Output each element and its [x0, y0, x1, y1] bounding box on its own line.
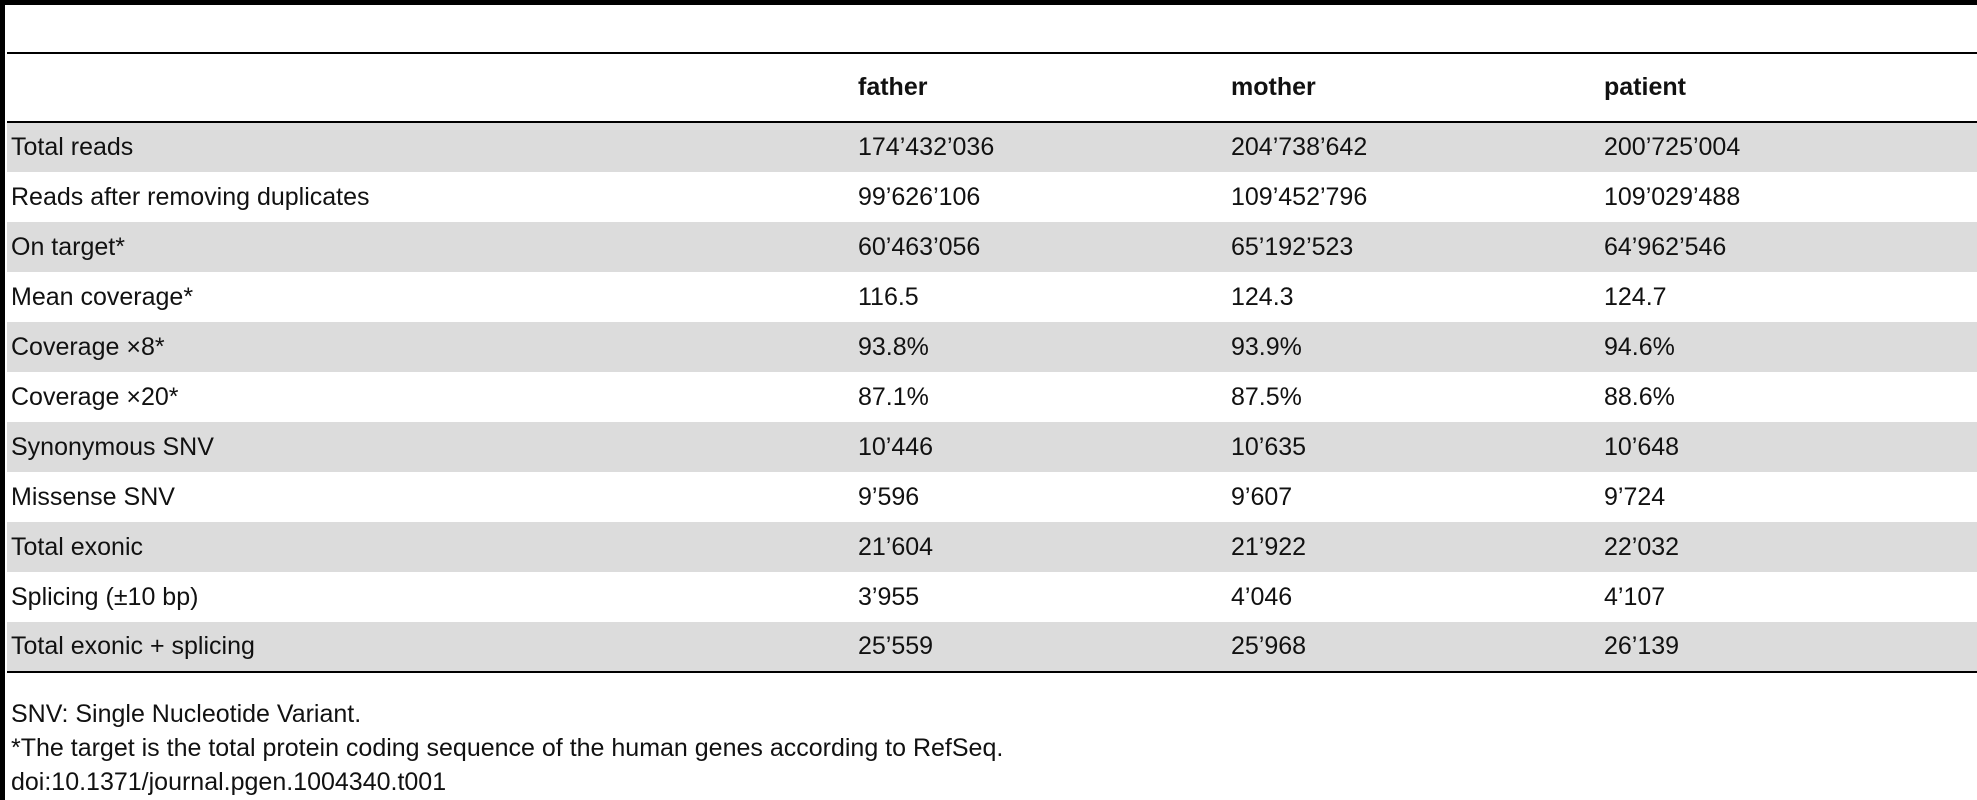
header-cell-patient: patient	[1600, 52, 1977, 123]
cell-father: 9’596	[858, 482, 920, 511]
footnote-abbreviation: SNV: Single Nucleotide Variant.	[11, 700, 362, 728]
row-label: Total exonic + splicing	[7, 622, 854, 673]
row-label: Synonymous SNV	[7, 422, 854, 472]
header-cell-father: father	[854, 52, 1227, 123]
cell-patient: 88.6%	[1604, 382, 1675, 411]
cell-father: 99’626’106	[858, 182, 981, 211]
cell-mother: 87.5%	[1231, 382, 1302, 411]
row-label: Mean coverage*	[11, 282, 194, 311]
row-label: Reads after removing duplicates	[11, 182, 370, 211]
table-row: Total exonic 21’604 21’922 22’032	[7, 522, 1977, 572]
header-cell-label	[7, 52, 854, 123]
cell-father: 21’604	[854, 522, 1227, 572]
cell-patient: 124.7	[1604, 282, 1667, 311]
table-row: Coverage ×8* 93.8% 93.9% 94.6%	[7, 322, 1977, 372]
cell-father: 25’559	[854, 622, 1227, 673]
cell-father: 10’446	[854, 422, 1227, 472]
cell-mother: 109’452’796	[1231, 182, 1368, 211]
row-label: Total exonic	[7, 522, 854, 572]
sequencing-stats-table: father mother patient Total reads 174’43…	[7, 52, 1977, 673]
table-row: Total exonic + splicing 25’559 25’968 26…	[7, 622, 1977, 673]
table-row: Synonymous SNV 10’446 10’635 10’648	[7, 422, 1977, 472]
cell-patient: 64’962’546	[1600, 222, 1977, 272]
cell-mother: 65’192’523	[1227, 222, 1600, 272]
row-label: Total reads	[7, 122, 854, 172]
row-label: Missense SNV	[11, 482, 175, 511]
cell-patient: 10’648	[1600, 422, 1977, 472]
cell-patient: 94.6%	[1600, 322, 1977, 372]
left-border-rule	[0, 0, 5, 800]
cell-patient: 22’032	[1600, 522, 1977, 572]
cell-patient: 26’139	[1600, 622, 1977, 673]
cell-mother: 4’046	[1231, 582, 1293, 611]
cell-mother: 25’968	[1227, 622, 1600, 673]
cell-patient: 4’107	[1604, 582, 1666, 611]
footnote-target: *The target is the total protein coding …	[11, 734, 1004, 762]
table-row: Splicing (±10 bp) 3’955 4’046 4’107	[7, 572, 1977, 622]
cell-father: 93.8%	[854, 322, 1227, 372]
cell-patient: 9’724	[1604, 482, 1666, 511]
table-row: Coverage ×20* 87.1% 87.5% 88.6%	[7, 372, 1977, 422]
table-row: Total reads 174’432’036 204’738’642 200’…	[7, 122, 1977, 172]
table-row: Missense SNV 9’596 9’607 9’724	[7, 472, 1977, 522]
row-label: Coverage ×20*	[11, 382, 179, 411]
table-footnotes: SNV: Single Nucleotide Variant. *The tar…	[11, 697, 1003, 799]
cell-mother: 93.9%	[1227, 322, 1600, 372]
table-row: Reads after removing duplicates 99’626’1…	[7, 172, 1977, 222]
cell-mother: 204’738’642	[1227, 122, 1600, 172]
row-label: On target*	[7, 222, 854, 272]
cell-father: 3’955	[858, 582, 920, 611]
header-cell-mother: mother	[1227, 52, 1600, 123]
cell-father: 87.1%	[858, 382, 929, 411]
cell-patient: 200’725’004	[1600, 122, 1977, 172]
table-row: Mean coverage* 116.5 124.3 124.7	[7, 272, 1977, 322]
cell-mother: 10’635	[1227, 422, 1600, 472]
row-label: Coverage ×8*	[7, 322, 854, 372]
table-row: On target* 60’463’056 65’192’523 64’962’…	[7, 222, 1977, 272]
table-header-row: father mother patient	[7, 52, 1977, 123]
cell-father: 174’432’036	[854, 122, 1227, 172]
table-container: father mother patient Total reads 174’43…	[7, 52, 1977, 673]
cell-mother: 124.3	[1231, 282, 1294, 311]
footnote-doi: doi:10.1371/journal.pgen.1004340.t001	[11, 768, 447, 796]
top-border-rule	[0, 0, 1977, 5]
cell-mother: 21’922	[1227, 522, 1600, 572]
row-label: Splicing (±10 bp)	[11, 582, 199, 611]
cell-father: 60’463’056	[854, 222, 1227, 272]
cell-mother: 9’607	[1231, 482, 1293, 511]
cell-patient: 109’029’488	[1604, 182, 1741, 211]
cell-father: 116.5	[858, 282, 919, 311]
